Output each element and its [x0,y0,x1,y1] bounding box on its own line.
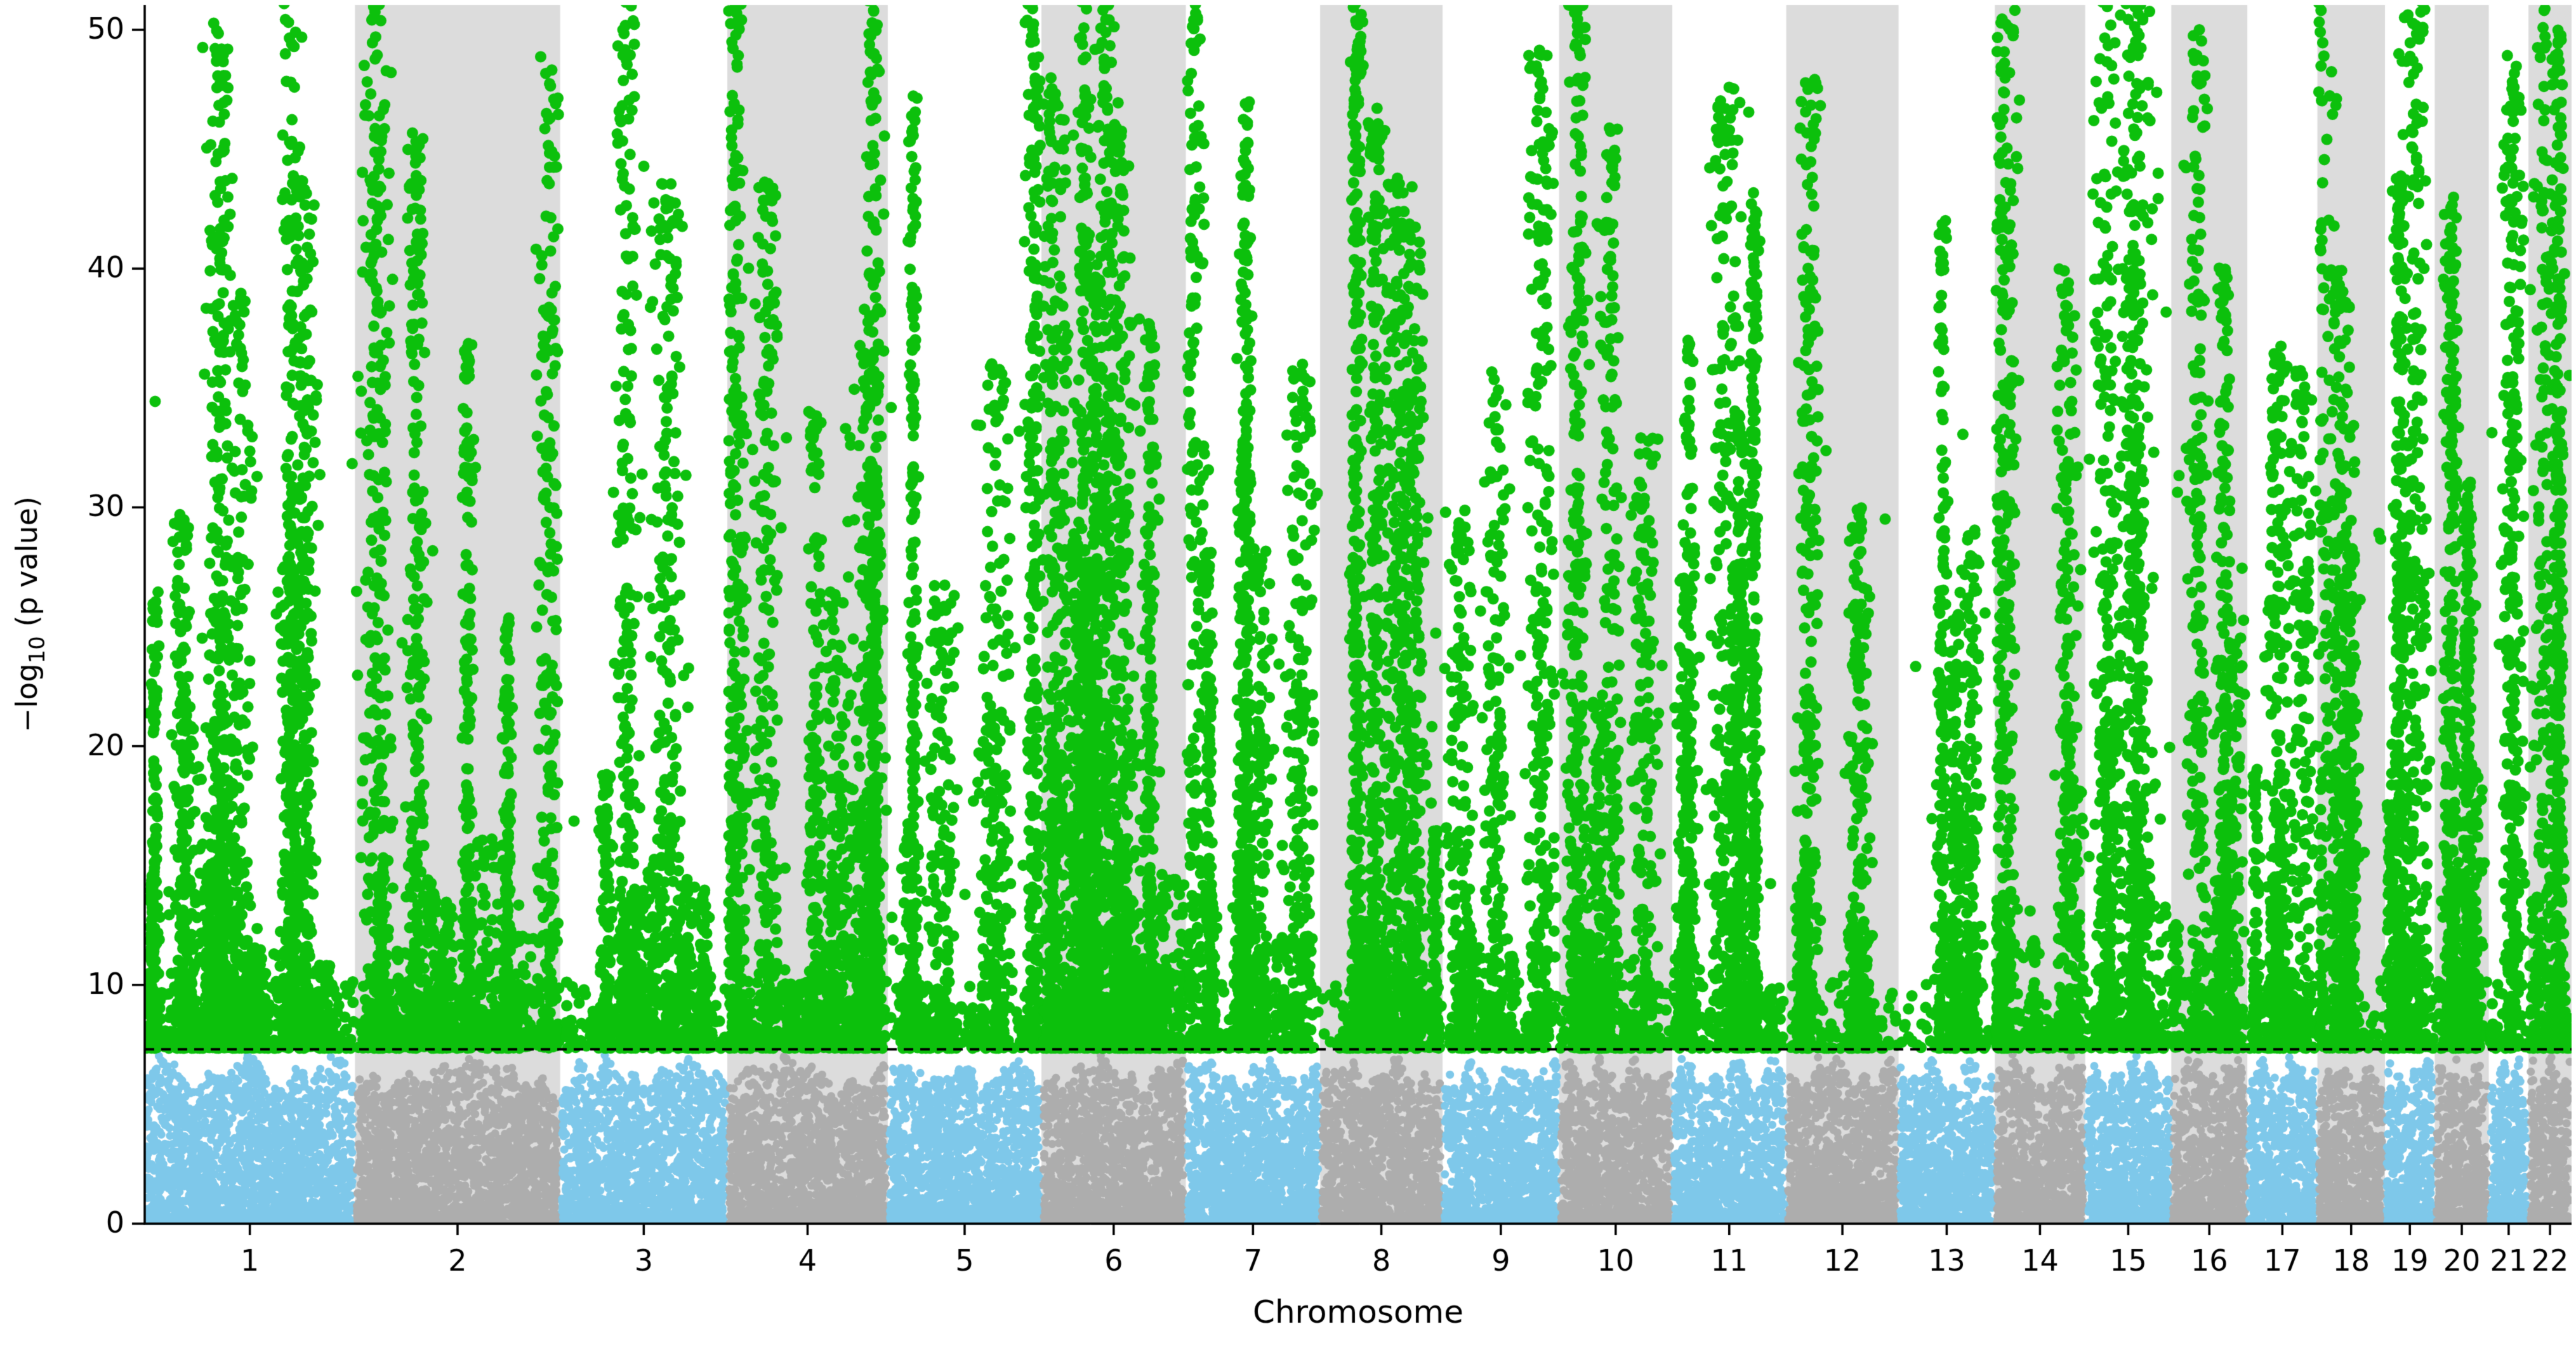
manhattan-plot-figure [0,0,2576,1350]
manhattan-plot-canvas [0,0,2576,1350]
